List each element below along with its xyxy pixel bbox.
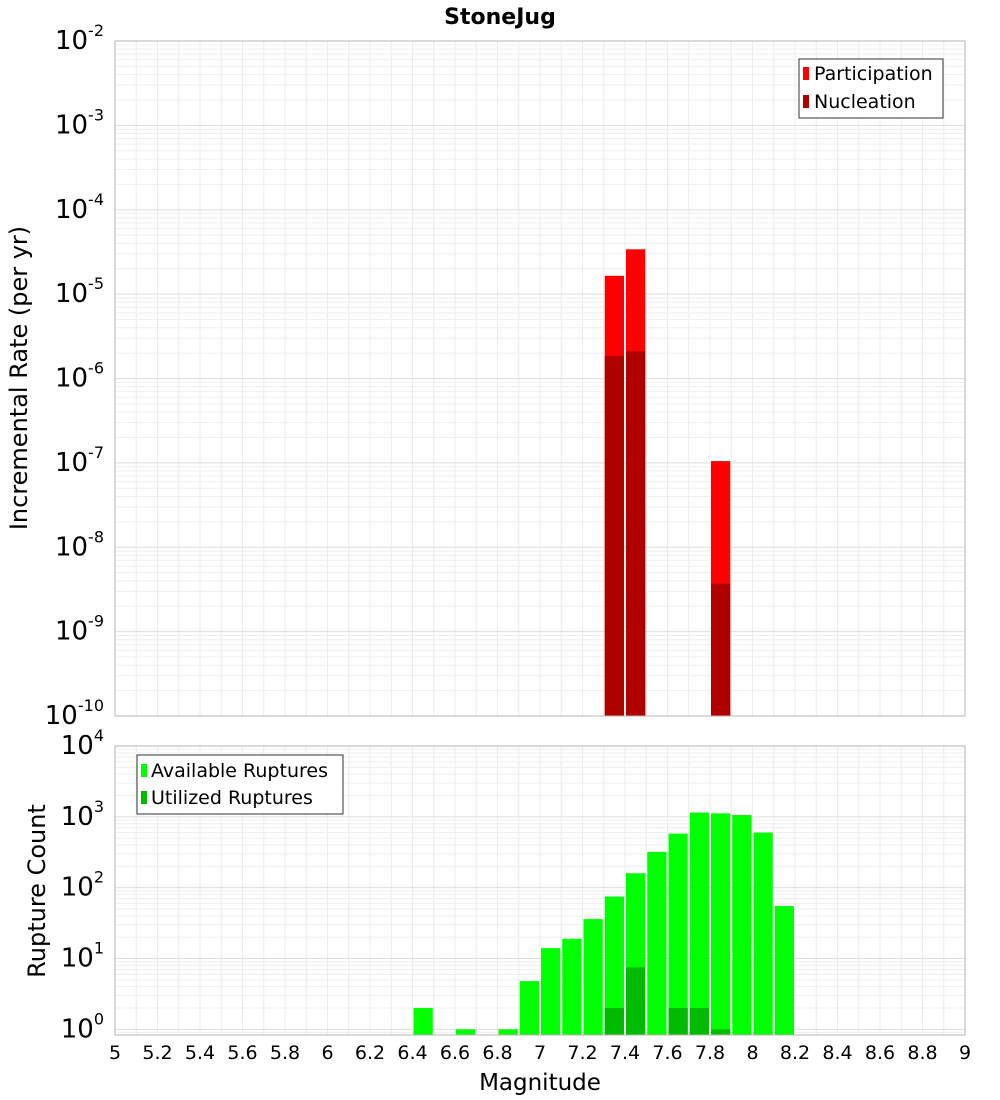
count-bar-utilized-ruptures [689, 1008, 709, 1035]
legend-label-utilized: Utilized Ruptures [151, 787, 313, 809]
rate-bar-nucleation [711, 583, 731, 716]
y-tick-label: 10-3 [55, 105, 104, 140]
x-tick-label: 6 [321, 1042, 333, 1064]
x-tick-label: 5 [109, 1042, 121, 1064]
count-panel: 104 103 102 101 100 5 5.2 5.4 5.6 5.8 6 6.2 6.4 6.6 6… [23, 726, 971, 1096]
legend-label-nucleation: Nucleation [814, 91, 916, 113]
count-bar-available-ruptures [562, 938, 582, 1035]
x-tick-label: 7.6 [652, 1042, 682, 1064]
y-tick-label: 10-9 [55, 612, 104, 647]
rate-panel: 10-2 10-3 10-4 10-5 10-6 10-7 10-8 10-9 10-10 In… [5, 21, 966, 731]
rate-y-tick-labels: 10-2 10-3 10-4 10-5 10-6 10-7 10-8 10-9 10-10 [45, 21, 104, 731]
rate-legend: Participation Nucleation [798, 58, 944, 119]
x-tick-label: 9 [959, 1042, 971, 1064]
count-bar-available-ruptures [753, 832, 773, 1035]
x-tick-labels: 5 5.2 5.4 5.6 5.8 6 6.2 6.4 6.6 6.8 7 7.2 7.4 7.6 7.8 8… [109, 1042, 971, 1064]
x-tick-label: 5.4 [185, 1042, 215, 1064]
legend-label-available: Available Ruptures [151, 760, 328, 782]
count-bar-available-ruptures [689, 812, 709, 1035]
rate-bars [604, 249, 731, 716]
y-tick-label: 10-4 [55, 190, 104, 225]
count-bar-available-ruptures [774, 906, 794, 1035]
count-legend: Available Ruptures Utilized Ruptures [136, 754, 344, 815]
count-bar-utilized-ruptures [711, 1029, 731, 1035]
legend-swatch-participation [803, 67, 809, 80]
count-y-tick-labels: 104 103 102 101 100 [61, 726, 104, 1044]
count-bar-utilized-ruptures [626, 967, 646, 1035]
count-bar-available-ruptures [668, 833, 688, 1035]
x-tick-label: 8.4 [822, 1042, 852, 1064]
count-gridlines [115, 746, 965, 1035]
y-tick-label: 10-7 [55, 443, 104, 478]
x-tick-label: 8.8 [907, 1042, 937, 1064]
rate-bar-nucleation [604, 355, 624, 716]
count-bar-available-ruptures [456, 1029, 476, 1035]
y-tick-label: 10-6 [55, 359, 104, 394]
y-tick-label: 104 [61, 726, 104, 761]
x-tick-label: 5.8 [270, 1042, 300, 1064]
y-tick-label: 10-5 [55, 274, 104, 309]
count-bar-available-ruptures [711, 813, 731, 1035]
count-bar-available-ruptures [583, 919, 603, 1035]
legend-label-participation: Participation [814, 63, 933, 85]
x-tick-label: 6.6 [440, 1042, 470, 1064]
count-bar-available-ruptures [498, 1029, 518, 1035]
x-tick-label: 6.8 [482, 1042, 512, 1064]
x-tick-label: 8 [746, 1042, 758, 1064]
x-tick-label: 5.2 [142, 1042, 172, 1064]
count-bar-utilized-ruptures [604, 1008, 624, 1035]
x-tick-label: 6.2 [355, 1042, 385, 1064]
x-tick-label: 7.4 [610, 1042, 640, 1064]
legend-swatch-available [141, 764, 147, 777]
count-plot-border [114, 745, 966, 1036]
count-bar-available-ruptures [732, 815, 752, 1035]
count-bar-available-ruptures [541, 948, 561, 1035]
rate-plot-border [114, 40, 966, 717]
x-tick-label: 7 [534, 1042, 546, 1064]
y-tick-label: 102 [61, 868, 104, 903]
count-bar-available-ruptures [647, 851, 667, 1035]
count-bar-available-ruptures [413, 1008, 433, 1035]
x-tick-label: 6.4 [397, 1042, 427, 1064]
count-y-axis-label: Rupture Count [23, 804, 51, 978]
y-tick-label: 100 [61, 1009, 104, 1044]
rate-legend-box [798, 58, 944, 119]
count-legend-box [136, 754, 344, 815]
rate-gridlines [115, 41, 965, 717]
legend-swatch-utilized [141, 791, 147, 804]
chart-title: StoneJug [444, 5, 556, 30]
y-tick-label: 10-2 [55, 21, 104, 56]
y-tick-label: 101 [61, 939, 104, 974]
legend-swatch-nucleation [803, 95, 809, 108]
count-bars [413, 812, 794, 1035]
x-tick-label: 5.6 [227, 1042, 257, 1064]
y-tick-label: 10-8 [55, 527, 104, 562]
y-tick-label: 10-10 [45, 696, 104, 731]
x-tick-label: 7.8 [695, 1042, 725, 1064]
x-tick-label: 8.2 [780, 1042, 810, 1064]
rate-bar-nucleation [626, 351, 646, 716]
count-bar-available-ruptures [604, 896, 624, 1035]
x-tick-label: 7.2 [567, 1042, 597, 1064]
count-bar-available-ruptures [519, 981, 539, 1035]
count-bar-utilized-ruptures [668, 1008, 688, 1035]
x-axis-label: Magnitude [479, 1070, 601, 1096]
rate-y-axis-label: Incremental Rate (per yr) [5, 226, 33, 530]
y-tick-label: 103 [61, 797, 104, 832]
x-tick-label: 8.6 [865, 1042, 895, 1064]
